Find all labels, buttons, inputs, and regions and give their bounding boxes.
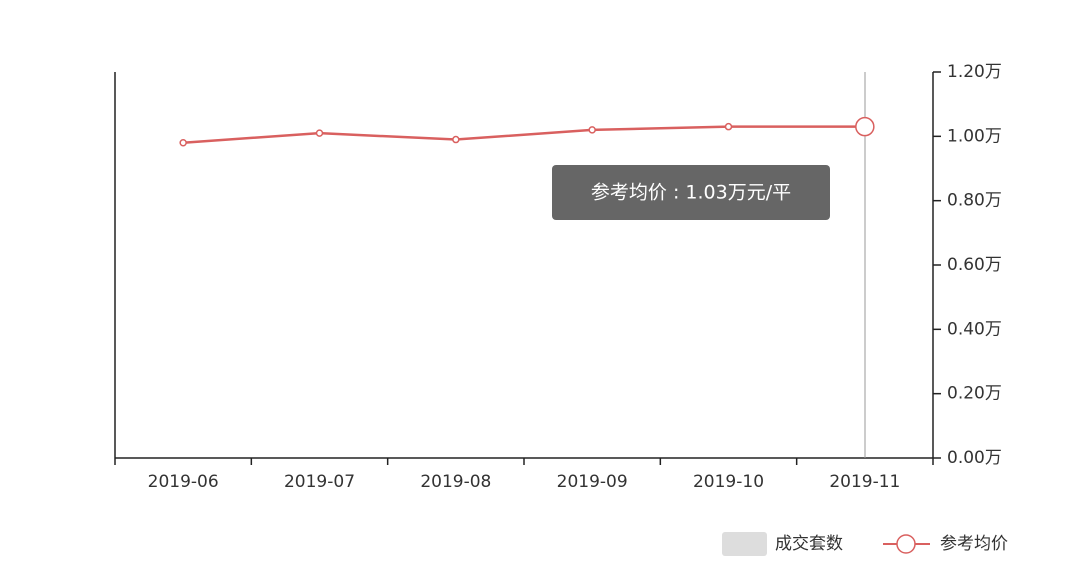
data-point xyxy=(452,135,460,144)
y2-tick-label: 0.80万 xyxy=(947,191,1002,211)
x-tick-label: 2019-11 xyxy=(829,472,900,492)
data-point xyxy=(179,139,187,147)
x-tick-label: 2019-06 xyxy=(148,472,219,492)
x-tick-label: 2019-09 xyxy=(557,472,628,492)
legend-swatch xyxy=(722,532,767,556)
legend-label: 成交套数 xyxy=(775,534,843,554)
tooltip-text: 参考均价 : 1.03万元/平 xyxy=(591,182,791,204)
legend-label: 参考均价 xyxy=(940,534,1008,554)
tooltip-box xyxy=(552,165,830,220)
y2-tick-label: 0.00万 xyxy=(947,448,1002,468)
data-point xyxy=(855,116,875,137)
legend-marker xyxy=(896,534,916,554)
data-point xyxy=(315,129,324,137)
y2-tick-label: 0.20万 xyxy=(947,384,1002,404)
y2-tick-label: 0.60万 xyxy=(947,255,1002,275)
x-tick-label: 2019-07 xyxy=(284,472,355,492)
data-point xyxy=(588,126,596,134)
y2-tick-label: 1.00万 xyxy=(947,126,1002,146)
series-line xyxy=(183,125,865,145)
y2-tick-label: 0.40万 xyxy=(947,319,1002,339)
y2-tick-label: 1.20万 xyxy=(947,62,1002,82)
x-tick-label: 2019-08 xyxy=(420,472,491,492)
data-point xyxy=(724,122,733,131)
x-tick-label: 2019-10 xyxy=(693,472,764,492)
